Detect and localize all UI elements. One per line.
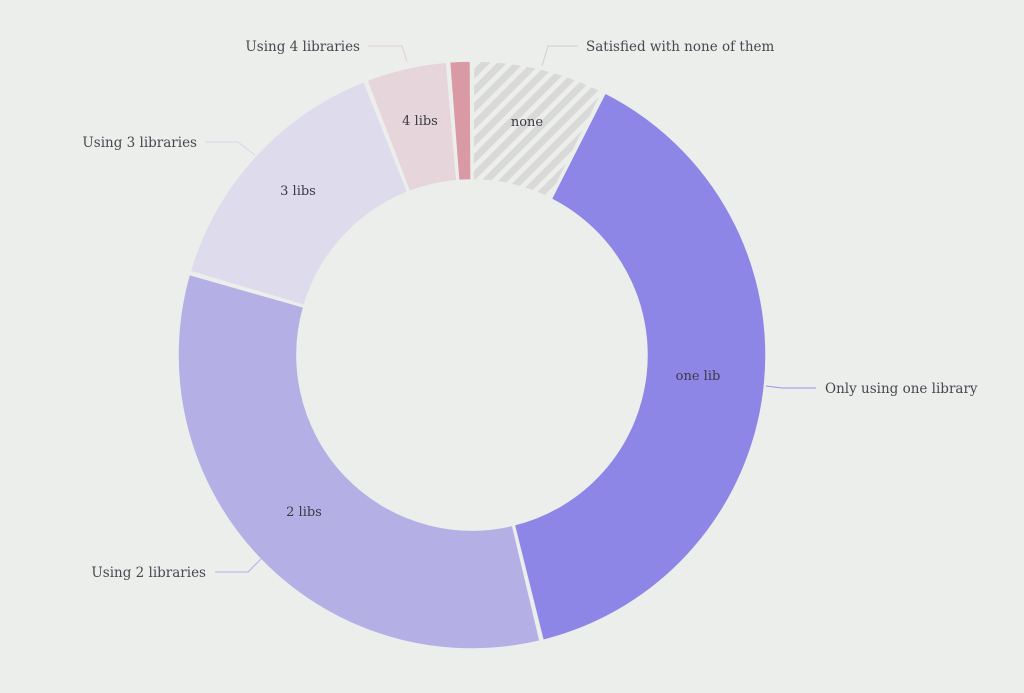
slice-two[interactable]: [177, 273, 541, 650]
leader-line-three: [205, 141, 256, 156]
slice-label-three: 3 libs: [280, 184, 316, 199]
outer-label-none: Satisfied with none of them: [586, 39, 775, 55]
leader-line-one: [765, 385, 816, 389]
leader-line-two: [215, 557, 263, 573]
leader-lines: [205, 45, 816, 573]
slice-label-one: one lib: [676, 369, 721, 384]
leader-line-four: [368, 45, 408, 63]
slice-three[interactable]: [189, 80, 409, 307]
slice-label-two: 2 libs: [286, 505, 322, 520]
slice-label-none: none: [511, 115, 544, 130]
outer-label-two: Using 2 libraries: [91, 565, 206, 581]
outer-label-four: Using 4 libraries: [245, 39, 360, 55]
outer-label-three: Using 3 libraries: [82, 135, 197, 151]
slice-none[interactable]: [472, 60, 604, 199]
slice-five_plus[interactable]: [448, 60, 472, 182]
donut-slices: [177, 60, 767, 650]
outer-label-one: Only using one library: [825, 381, 978, 397]
slice-one[interactable]: [513, 92, 767, 642]
leader-line-none: [541, 45, 578, 67]
slice-label-four: 4 libs: [402, 114, 438, 129]
slice-four[interactable]: [366, 61, 458, 193]
